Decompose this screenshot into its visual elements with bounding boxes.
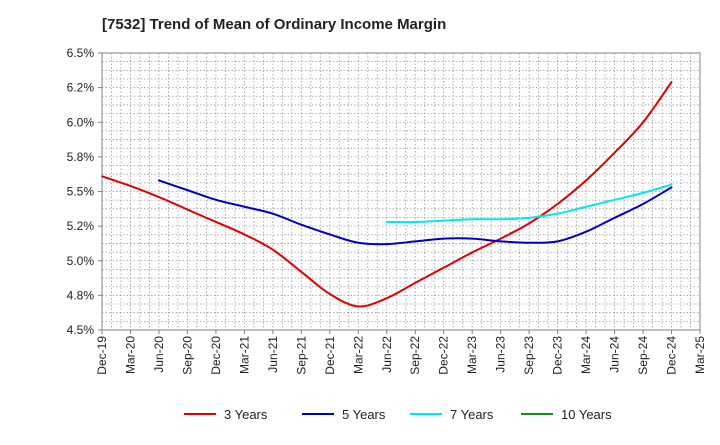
legend-label-10-years: 10 Years xyxy=(561,407,612,422)
x-tick-label: Jun-21 xyxy=(266,336,280,373)
legend-label-3-years: 3 Years xyxy=(224,407,268,422)
x-tick-label: Mar-22 xyxy=(351,336,365,374)
x-tick-label: Dec-20 xyxy=(209,336,223,375)
y-tick-label: 5.5% xyxy=(67,185,95,199)
x-tick-label: Mar-24 xyxy=(579,336,593,374)
x-tick-label: Sep-20 xyxy=(180,336,194,375)
x-tick-label: Mar-21 xyxy=(237,336,251,374)
chart-title: [7532] Trend of Mean of Ordinary Income … xyxy=(102,16,446,33)
y-tick-label: 6.2% xyxy=(67,81,95,95)
series-layer xyxy=(101,81,673,308)
x-tick-label: Dec-22 xyxy=(437,336,451,375)
x-tick-label: Jun-23 xyxy=(494,336,508,373)
x-tick-label: Sep-21 xyxy=(294,336,308,375)
x-tick-label: Dec-21 xyxy=(323,336,337,375)
x-tick-label: Jun-24 xyxy=(608,336,622,373)
y-tick-label: 5.8% xyxy=(67,150,95,164)
x-tick-label: Dec-24 xyxy=(665,336,679,375)
y-tick-label: 4.8% xyxy=(67,288,95,302)
y-tick-label: 6.5% xyxy=(67,46,95,60)
series-line-5-years xyxy=(157,179,673,246)
y-tick-label: 5.0% xyxy=(67,254,95,268)
x-tick-label: Jun-22 xyxy=(380,336,394,373)
x-tick-label: Dec-19 xyxy=(95,336,109,375)
x-tick-label: Sep-24 xyxy=(636,336,650,375)
x-tick-label: Jun-20 xyxy=(152,336,166,373)
x-tick-label: Mar-25 xyxy=(693,336,707,374)
x-tick-label: Mar-23 xyxy=(465,336,479,374)
legend: 3 Years 5 Years 7 Years 10 Years xyxy=(184,407,612,422)
legend-label-7-years: 7 Years xyxy=(450,407,494,422)
series-line-3-years xyxy=(101,81,673,308)
legend-label-5-years: 5 Years xyxy=(342,407,386,422)
grid xyxy=(102,53,700,330)
axes: 4.5% 4.8% 5.0% 5.2% 5.5% 5.8% 6.0% 6.2% 6.5% Dec-… xyxy=(67,46,707,375)
y-tick-label: 5.2% xyxy=(67,219,95,233)
y-tick-label: 4.5% xyxy=(67,323,95,337)
x-tick-label: Dec-23 xyxy=(551,336,565,375)
x-tick-label: Mar-20 xyxy=(123,336,137,374)
x-tick-label: Sep-23 xyxy=(522,336,536,375)
y-tick-label: 6.0% xyxy=(67,115,95,129)
x-tick-label: Sep-22 xyxy=(408,336,422,375)
series-line-7-years xyxy=(385,183,673,224)
